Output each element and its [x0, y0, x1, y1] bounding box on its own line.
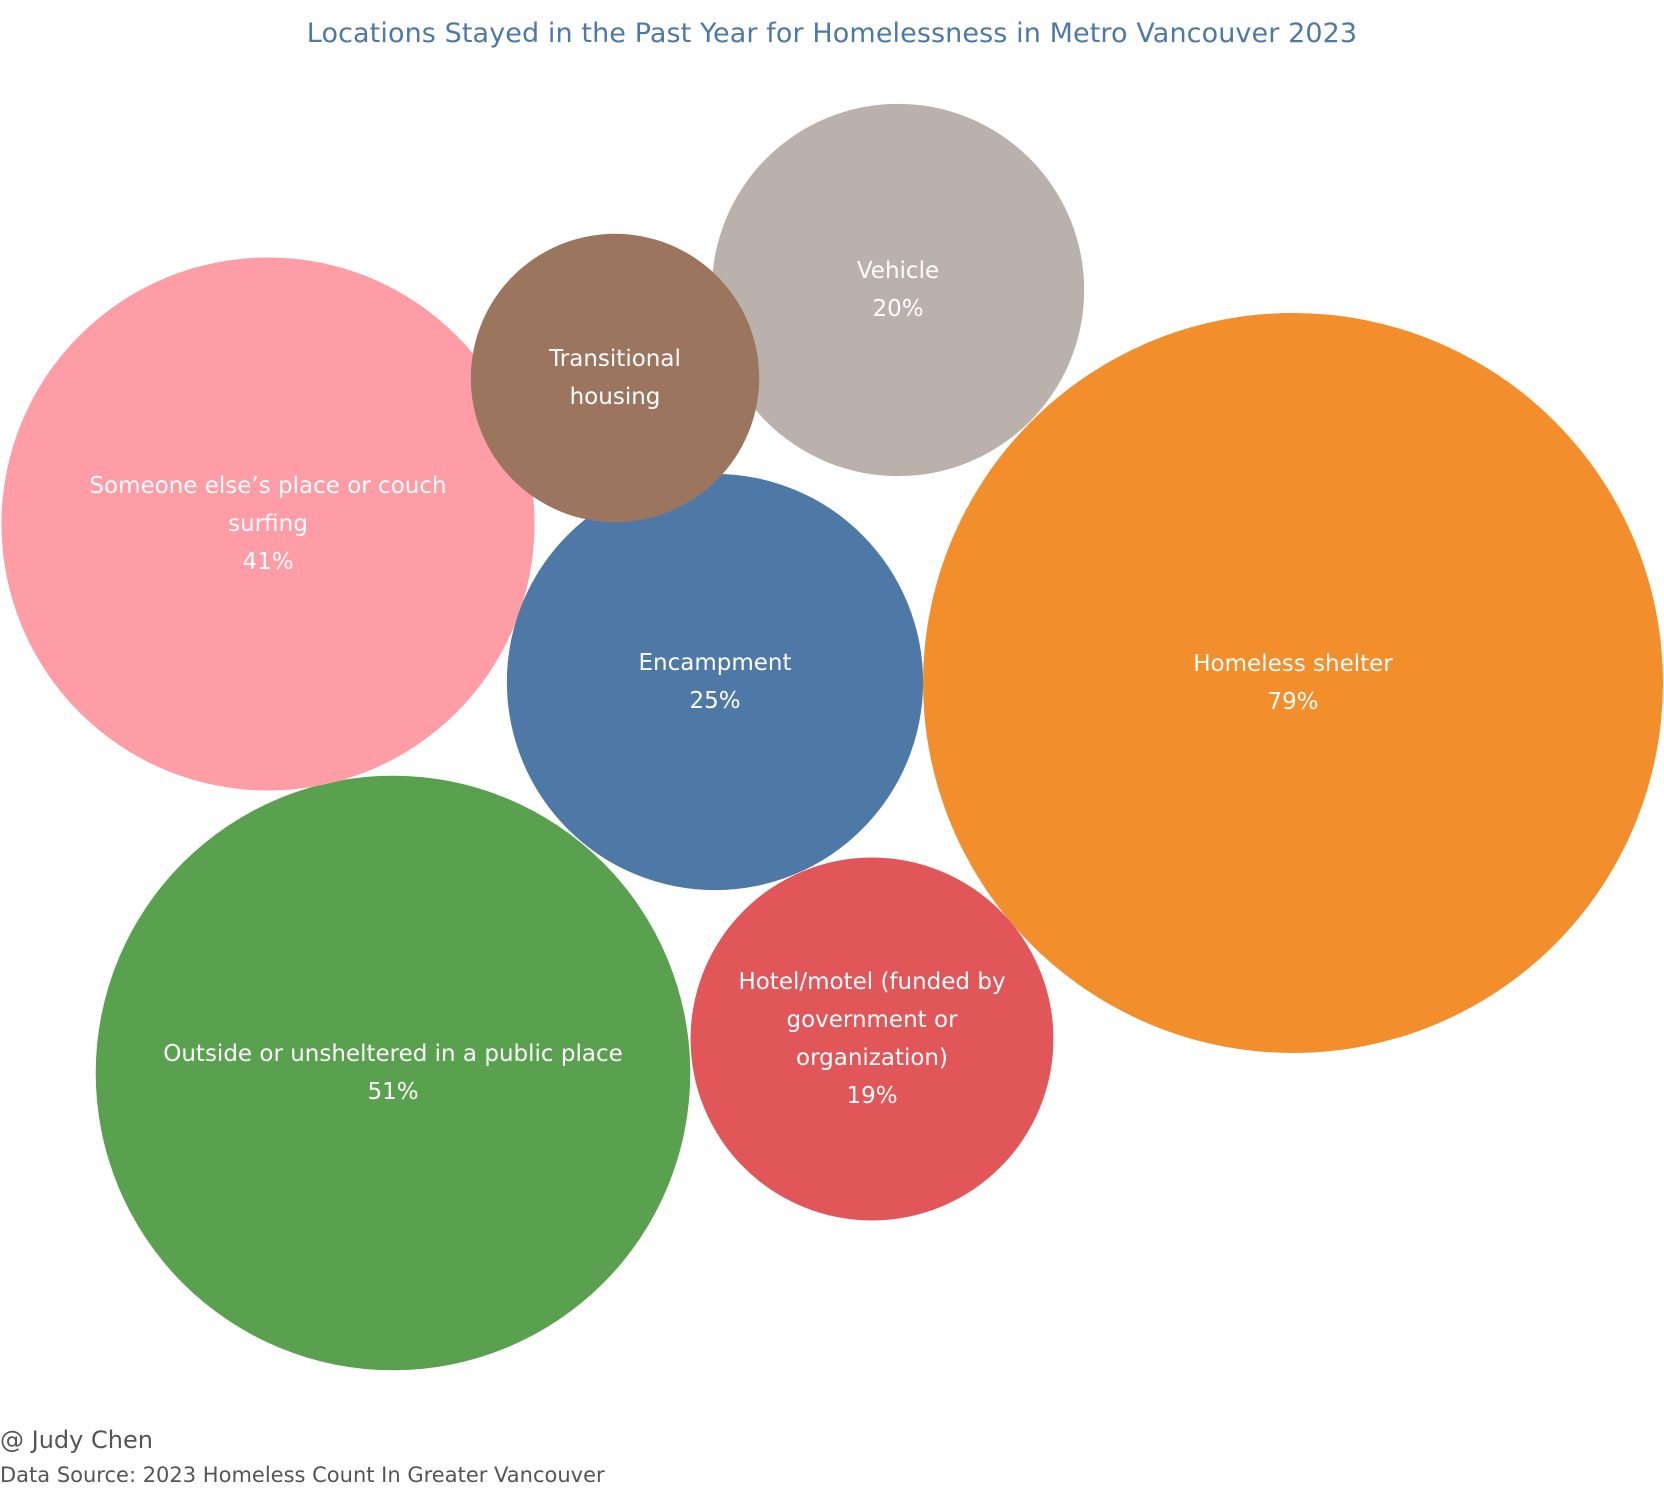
bubble-vehicle: Vehicle 20% [711, 103, 1085, 477]
category-label-vehicle-0: Vehicle [857, 258, 939, 284]
bubble-circle-transitional-housing [470, 233, 760, 523]
bubble-outside-or-unsheltered-in-a-public-place: Outside or unsheltered in a public place… [95, 775, 691, 1371]
category-label-homeless-shelter-0: Homeless shelter [1193, 651, 1393, 677]
bubble-circle-hotel-motel-funded-by-government-or-organization [690, 857, 1054, 1221]
value-label-someone-else-s-place-or-couch-surfing: 41% [242, 549, 293, 575]
bubble-hotel-motel-funded-by-government-or-organization: Hotel/motel (funded by government or organ… [690, 857, 1054, 1221]
author-credit: @ Judy Chen [0, 1426, 153, 1454]
category-label-hotel-motel-funded-by-government-or-organization-1: government or [786, 1007, 958, 1033]
category-label-transitional-housing-1: housing [570, 384, 661, 410]
bubble-homeless-shelter: Homeless shelter 79% [923, 313, 1663, 1053]
category-label-someone-else-s-place-or-couch-surfing-0: Someone else’s place or couch [89, 473, 446, 499]
value-label-encampment: 25% [689, 688, 740, 714]
value-label-homeless-shelter: 79% [1267, 689, 1318, 715]
category-label-hotel-motel-funded-by-government-or-organization-0: Hotel/motel (funded by [738, 969, 1005, 995]
value-label-vehicle: 20% [872, 296, 923, 322]
value-label-outside-or-unsheltered-in-a-public-place: 51% [367, 1079, 418, 1105]
category-label-encampment-0: Encampment [638, 650, 791, 676]
category-label-outside-or-unsheltered-in-a-public-place-0: Outside or unsheltered in a public place [163, 1041, 622, 1067]
bubble-circle-homeless-shelter [923, 313, 1663, 1053]
bubble-someone-else-s-place-or-couch-surfing: Someone else’s place or couch surfing 41% [1, 257, 535, 791]
chart-title: Locations Stayed in the Past Year for Ho… [306, 18, 1358, 49]
bubble-encampment: Encampment 25% [506, 473, 924, 891]
bubble-circle-vehicle [711, 103, 1085, 477]
category-label-transitional-housing-0: Transitional [548, 346, 681, 372]
data-source-note: Data Source: 2023 Homeless Count In Grea… [0, 1463, 605, 1487]
bubble-circle-outside-or-unsheltered-in-a-public-place [95, 775, 691, 1371]
bubble-circle-someone-else-s-place-or-couch-surfing [1, 257, 535, 791]
category-label-hotel-motel-funded-by-government-or-organization-2: organization) [796, 1045, 948, 1071]
value-label-hotel-motel-funded-by-government-or-organization: 19% [846, 1083, 897, 1109]
category-label-someone-else-s-place-or-couch-surfing-1: surfing [228, 511, 308, 537]
bubble-circle-encampment [506, 473, 924, 891]
bubble-transitional-housing: Transitional housing [470, 233, 760, 523]
